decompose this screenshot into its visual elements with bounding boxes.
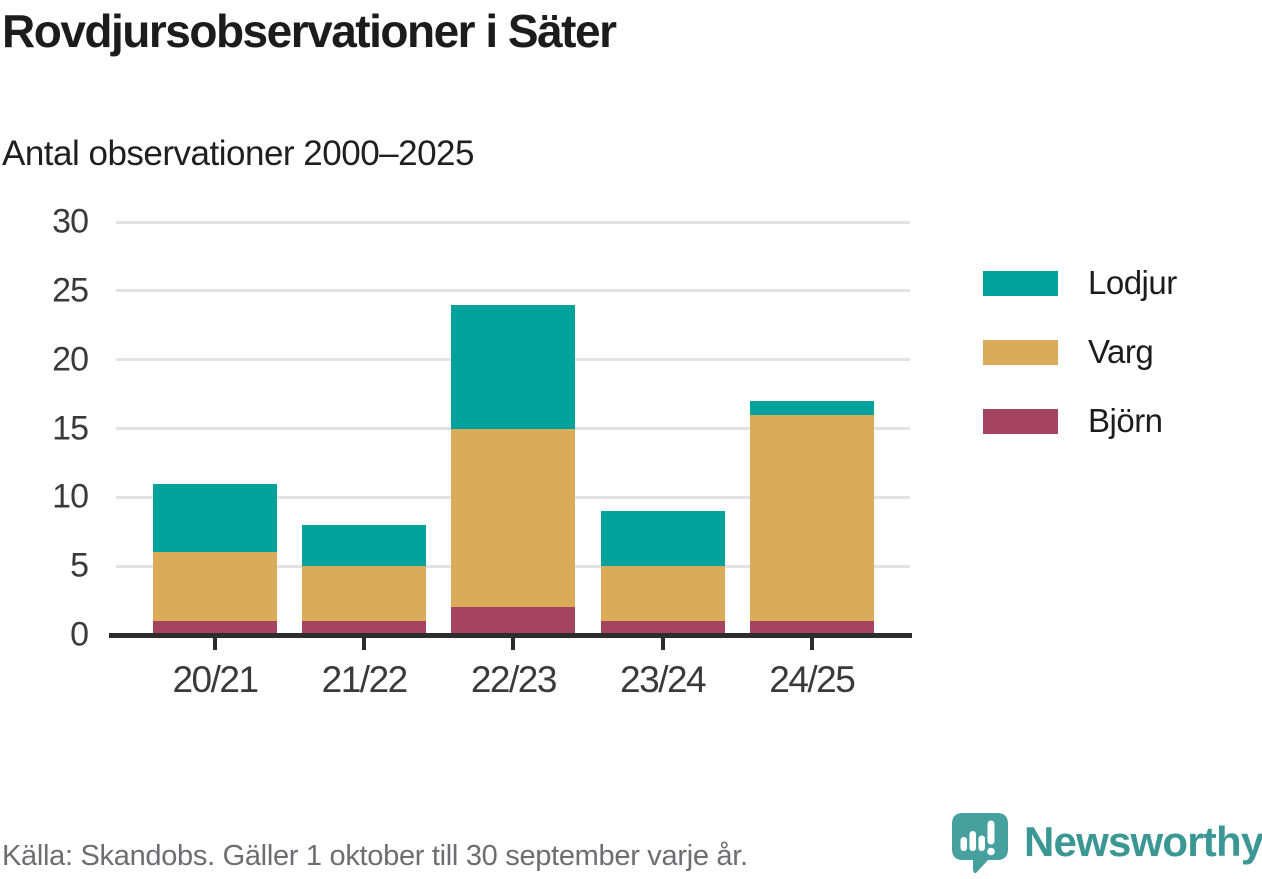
bar-23/24 (600, 511, 725, 635)
y-tick-label-5: 5 (70, 546, 89, 585)
bar-segment-björn-23/24 (600, 621, 725, 635)
bar-22/23 (451, 304, 576, 635)
legend-swatch-björn (983, 408, 1058, 434)
legend-label-varg: Varg (1088, 333, 1154, 370)
x-tick-20/21 (213, 638, 217, 650)
bar-segment-lodjur-21/22 (302, 524, 427, 567)
y-tick-label-30: 30 (52, 202, 89, 241)
y-tick-label-25: 25 (52, 271, 89, 310)
x-tick-label-23/24: 23/24 (620, 659, 707, 700)
bar-segment-lodjur-20/21 (153, 483, 277, 553)
legend-swatch-lodjur (983, 270, 1058, 296)
x-axis-line (109, 633, 912, 638)
x-tick-label-20/21: 20/21 (172, 659, 259, 700)
legend-label-lodjur: Lodjur (1088, 264, 1177, 301)
x-tick-24/25 (809, 638, 814, 650)
bar-segment-varg-24/25 (749, 414, 874, 622)
legend-swatch-varg (983, 339, 1058, 365)
legend-item-varg: Varg (983, 333, 1177, 371)
source-note: Källa: Skandobs. Gäller 1 oktober till 3… (2, 840, 748, 872)
bar-20/21 (153, 483, 277, 635)
y-tick-label-15: 15 (52, 409, 89, 447)
legend-item-björn: Björn (983, 402, 1177, 440)
x-tick-23/24 (660, 638, 665, 650)
x-tick-label-24/25: 24/25 (769, 659, 856, 700)
x-tick-label-22/23: 22/23 (470, 659, 558, 700)
bar-segment-björn-22/23 (451, 607, 576, 635)
bar-segment-björn-24/25 (749, 621, 874, 635)
bar-segment-lodjur-23/24 (600, 511, 725, 567)
bar-segment-björn-21/22 (302, 621, 427, 635)
newsworthy-wordmark: Newsworthy (1024, 818, 1262, 865)
y-tick-label-20: 20 (52, 340, 89, 379)
chart-title: Rovdjursobservationer i Säter (2, 5, 617, 57)
bar-segment-björn-20/21 (153, 621, 277, 635)
y-axis: 0 5 10 15 20 25 30 (0, 203, 89, 654)
legend-label-björn: Björn (1088, 402, 1163, 439)
gridline-30 (116, 220, 910, 224)
bar-segment-varg-20/21 (153, 552, 277, 622)
bar-segment-varg-22/23 (451, 428, 576, 608)
bar-segment-lodjur-24/25 (749, 400, 874, 415)
bar-segment-lodjur-22/23 (451, 304, 576, 429)
legend: Lodjur Varg Björn (983, 264, 1177, 471)
bar-24/25 (749, 400, 874, 635)
plot-area: 20/21 21/22 22/23 23/24 24/25 (109, 220, 912, 700)
newsworthy-logo-icon (952, 813, 1008, 874)
bar-segment-varg-21/22 (302, 566, 427, 622)
y-tick-label-0: 0 (70, 615, 89, 654)
y-tick-label-10: 10 (52, 477, 89, 516)
x-tick-21/22 (362, 638, 367, 650)
x-tick-label-21/22: 21/22 (321, 659, 409, 700)
gridline-25 (116, 289, 910, 293)
x-tick-22/23 (511, 638, 516, 650)
chart-subtitle: Antal observationer 2000–2025 (2, 134, 474, 173)
bar-21/22 (302, 524, 427, 635)
newsworthy-logo: Newsworthy (948, 810, 1262, 874)
bar-segment-varg-23/24 (600, 566, 725, 622)
legend-item-lodjur: Lodjur (983, 264, 1177, 302)
